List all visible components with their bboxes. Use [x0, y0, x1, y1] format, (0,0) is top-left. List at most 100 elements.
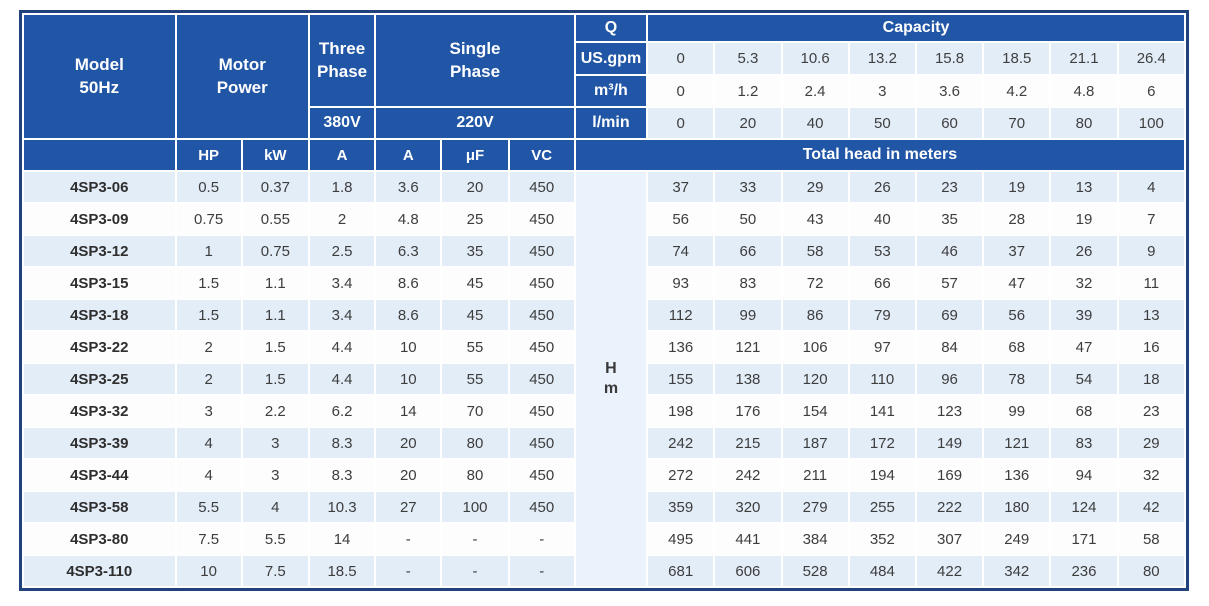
amp-220-value-cell: 20	[376, 460, 441, 490]
head-value-cell: 138	[715, 364, 781, 394]
flow-value-cell: 26.4	[1118, 43, 1184, 74]
table-header: Model 50Hz Motor Power Three Phase Singl…	[24, 15, 1184, 170]
amp-380-value-cell: 14	[309, 524, 375, 554]
flow-value-cell: 10.6	[782, 43, 848, 74]
flow-value-cell: 100	[1118, 108, 1184, 138]
head-value-cell: 13	[1051, 172, 1117, 202]
head-value-cell: 13	[1118, 300, 1184, 330]
capacitor-value-cell: 45	[442, 300, 508, 330]
head-value-cell: 66	[715, 236, 781, 266]
head-value-cell: 359	[648, 492, 714, 522]
amp-380-value-cell: 2	[309, 204, 375, 234]
capacitor-uf-header-cell: μF	[442, 140, 508, 170]
pump-spec-table: Model 50Hz Motor Power Three Phase Singl…	[19, 10, 1189, 591]
amp-220-value-cell: 10	[376, 364, 441, 394]
flow-value-cell: 0	[648, 108, 714, 138]
head-value-cell: 35	[916, 204, 983, 234]
head-value-cell: 136	[648, 332, 714, 362]
kw-value-cell: 3	[242, 460, 308, 490]
head-value-cell: 123	[916, 396, 983, 426]
flow-value-cell: 80	[1051, 108, 1117, 138]
model-cell: 4SP3-25	[24, 364, 175, 394]
capacitor-value-cell: 80	[442, 428, 508, 458]
head-value-cell: 33	[715, 172, 781, 202]
model-label-line2: 50Hz	[79, 77, 120, 97]
spec-row: 4SP3-58 5.5 4 10.3 27 100 450 359 320 279 255 222 18…	[24, 492, 1184, 522]
spec-row: 4SP3-32 3 2.2 6.2 14 70 450 198 176 154 141 123 99 68…	[24, 396, 1184, 426]
head-value-cell: 681	[648, 556, 714, 586]
model-cell: 4SP3-18	[24, 300, 175, 330]
model-cell: 4SP3-12	[24, 236, 175, 266]
model-label-line1: Model	[74, 55, 124, 75]
m3h-label-cell: m³/h	[575, 76, 647, 106]
kw-value-cell: 3	[242, 428, 308, 458]
head-value-cell: 141	[849, 396, 915, 426]
vc-value-cell: 450	[509, 428, 574, 458]
head-value-cell: 97	[849, 332, 915, 362]
amp-220-value-cell: 6.3	[376, 236, 441, 266]
hp-value-cell: 4	[176, 428, 241, 458]
model-cell: 4SP3-110	[24, 556, 175, 586]
kw-value-cell: 0.37	[242, 172, 308, 202]
head-value-cell: 68	[984, 332, 1050, 362]
model-subheader-empty-cell	[24, 140, 175, 170]
spec-row: 4SP3-44 4 3 8.3 20 80 450 272 242 211 194 169 136 94 3…	[24, 460, 1184, 490]
head-value-cell: 47	[1051, 332, 1117, 362]
head-value-cell: 37	[648, 172, 714, 202]
head-value-cell: 106	[782, 332, 848, 362]
flow-row-lmin: 380V 220V l/min 0 20 40 50 60 70 80 100	[24, 108, 1184, 138]
page: Model 50Hz Motor Power Three Phase Singl…	[19, 10, 1189, 591]
head-value-cell: 198	[648, 396, 714, 426]
capacitor-value-cell: -	[442, 524, 508, 554]
capacitor-value-cell: 55	[442, 364, 508, 394]
spec-row: 4SP3-15 1.5 1.1 3.4 8.6 45 450 93 83 72 66 57 47 32 11	[24, 268, 1184, 298]
flow-value-cell: 3.6	[916, 76, 983, 106]
hp-value-cell: 3	[176, 396, 241, 426]
single-phase-line2: Phase	[449, 61, 501, 81]
head-value-cell: 46	[916, 236, 983, 266]
flow-row-m3h: m³/h 0 1.2 2.4 3 3.6 4.2 4.8 6	[24, 76, 1184, 106]
head-value-cell: 211	[782, 460, 848, 490]
head-value-cell: 42	[1118, 492, 1184, 522]
model-cell: 4SP3-22	[24, 332, 175, 362]
head-value-cell: 121	[715, 332, 781, 362]
hp-value-cell: 4	[176, 460, 241, 490]
single-phase-header-cell: Single Phase	[376, 15, 574, 106]
head-value-cell: 222	[916, 492, 983, 522]
capacitor-value-cell: 35	[442, 236, 508, 266]
head-value-cell: 99	[984, 396, 1050, 426]
kw-value-cell: 2.2	[242, 396, 308, 426]
spec-row: 4SP3-18 1.5 1.1 3.4 8.6 45 450 112 99 86 79 69 56 39 1…	[24, 300, 1184, 330]
head-value-cell: 86	[782, 300, 848, 330]
head-value-cell: 120	[782, 364, 848, 394]
head-value-cell: 18	[1118, 364, 1184, 394]
sub-header-row: HP kW A A μF VC Total head in meters	[24, 140, 1184, 170]
hp-value-cell: 1.5	[176, 300, 241, 330]
head-value-cell: 72	[782, 268, 848, 298]
amp-220-value-cell: 20	[376, 428, 441, 458]
flow-value-cell: 2.4	[782, 76, 848, 106]
flow-value-cell: 0	[648, 43, 714, 74]
flow-value-cell: 18.5	[984, 43, 1050, 74]
head-value-cell: 83	[1051, 428, 1117, 458]
flow-value-cell: 13.2	[849, 43, 915, 74]
kw-value-cell: 1.5	[242, 332, 308, 362]
capacitor-value-cell: 70	[442, 396, 508, 426]
model-cell: 4SP3-58	[24, 492, 175, 522]
head-value-cell: 136	[984, 460, 1050, 490]
flow-value-cell: 21.1	[1051, 43, 1117, 74]
capacitor-value-cell: 25	[442, 204, 508, 234]
amp-380-value-cell: 4.4	[309, 332, 375, 362]
head-value-cell: 23	[1118, 396, 1184, 426]
three-phase-header-cell: Three Phase	[309, 15, 375, 106]
kw-header-cell: kW	[242, 140, 308, 170]
head-value-cell: 68	[1051, 396, 1117, 426]
amp-220-value-cell: -	[376, 556, 441, 586]
model-cell: 4SP3-06	[24, 172, 175, 202]
head-value-cell: 43	[782, 204, 848, 234]
head-value-cell: 272	[648, 460, 714, 490]
motor-power-line2: Power	[216, 77, 268, 97]
head-value-cell: 149	[916, 428, 983, 458]
three-phase-line2: Phase	[317, 61, 368, 81]
